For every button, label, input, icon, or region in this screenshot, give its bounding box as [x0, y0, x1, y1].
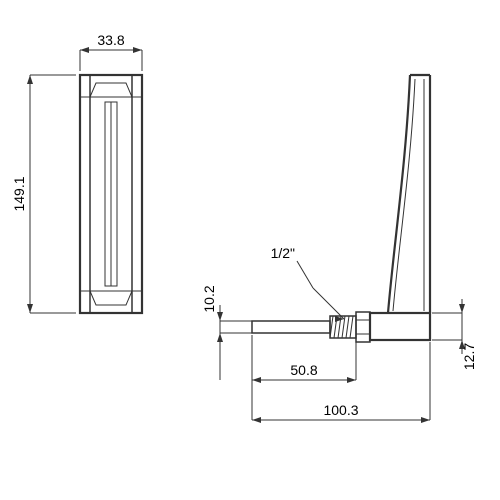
dim-stem-len: 50.8	[290, 362, 317, 378]
engineering-drawing: 33.8 149.1 1/2" 10.2 50.8 100.3 12.7	[0, 0, 500, 500]
dim-width-top: 33.8	[97, 32, 124, 48]
dim-overall-len: 100.3	[323, 402, 358, 418]
dim-stem-h: 10.2	[201, 285, 217, 312]
dim-height-left: 149.1	[11, 176, 27, 211]
side-view	[220, 75, 462, 420]
front-view	[80, 75, 142, 313]
dim-thread: 1/2"	[271, 245, 295, 261]
dim-base-h: 12.7	[461, 343, 477, 370]
